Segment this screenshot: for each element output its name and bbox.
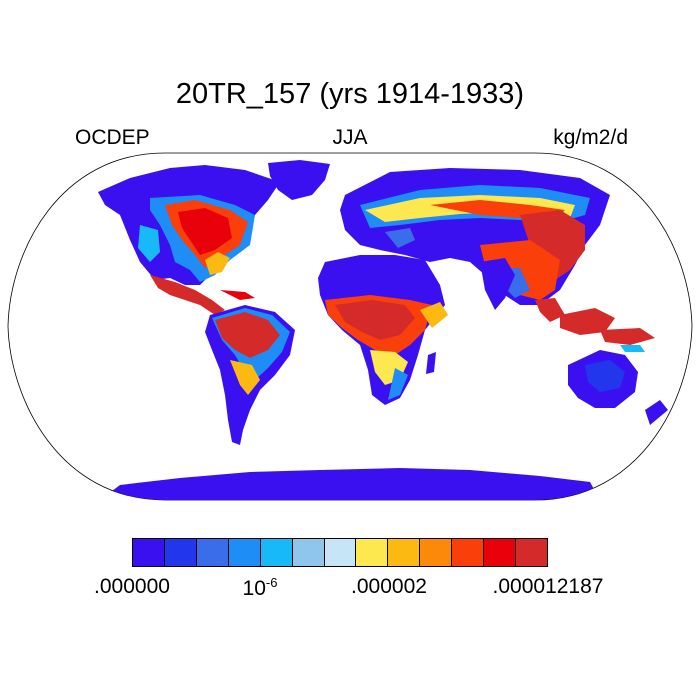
- colorbar-label-2e-6: .000002: [351, 575, 427, 598]
- south-america: [205, 305, 295, 445]
- antarctica: [100, 468, 600, 500]
- north-america: [98, 165, 280, 285]
- season-label: JJA: [332, 126, 368, 149]
- colorbar-label-min: .000000: [94, 575, 170, 598]
- colorbar-swatch-8: [388, 539, 421, 566]
- colorbar-swatch-7: [356, 539, 389, 566]
- greenland: [268, 160, 330, 200]
- colorbar-swatch-10: [452, 539, 485, 566]
- units-label: kg/m2/d: [553, 126, 628, 149]
- plot-title: 20TR_157 (yrs 1914-1933): [175, 78, 525, 110]
- colorbar-swatch-5: [292, 539, 325, 566]
- new-zealand: [645, 400, 668, 425]
- colorbar-swatch-1: [164, 539, 197, 566]
- colorbar-label-max: .000012187: [492, 575, 604, 598]
- colorbar-swatch-12: [516, 539, 547, 566]
- colorbar-swatch-11: [484, 539, 517, 566]
- colorbar-label-1e-6: 10-6: [242, 575, 278, 600]
- colorbar-swatch-4: [260, 539, 293, 566]
- colorbar-swatch-0: [133, 539, 165, 566]
- africa: [318, 255, 448, 405]
- india: [480, 258, 515, 310]
- colorbar-swatch-9: [420, 539, 453, 566]
- colorbar: [132, 538, 548, 567]
- colorbar-swatch-2: [196, 539, 229, 566]
- variable-name: OCDEP: [75, 126, 150, 149]
- colorbar-swatch-6: [324, 539, 357, 566]
- australia: [568, 350, 638, 408]
- central-america: [150, 275, 255, 315]
- colorbar-swatch-3: [228, 539, 261, 566]
- maritime-continent: [535, 298, 655, 352]
- madagascar: [426, 352, 436, 374]
